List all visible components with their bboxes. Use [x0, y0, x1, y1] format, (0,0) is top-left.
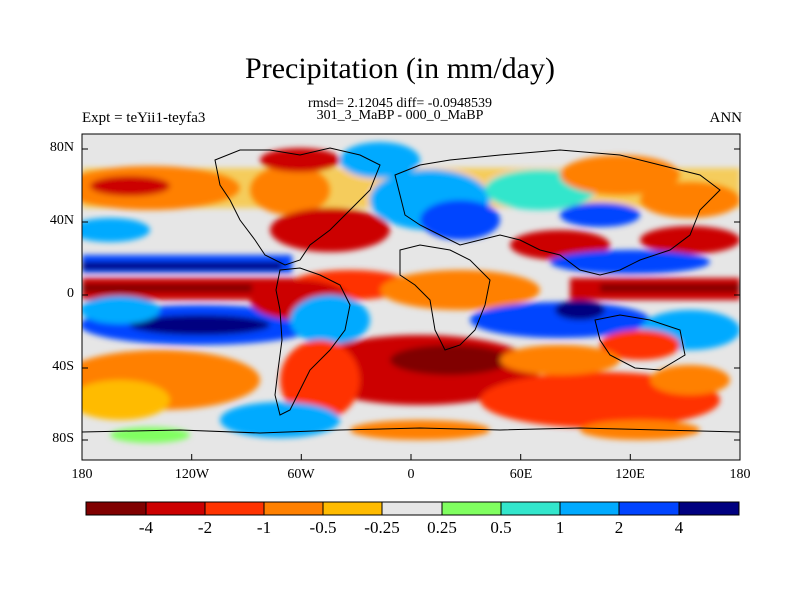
- lon-tick: 60E: [509, 467, 533, 482]
- lon-tick: 60W: [287, 467, 315, 482]
- tick-marks: [81, 148, 741, 460]
- precip-field: [82, 134, 740, 460]
- colorbar-label: 4: [674, 518, 684, 537]
- lon-tick: 120W: [174, 467, 210, 482]
- coastlines: [82, 147, 740, 434]
- colorbar-label: -0.5: [309, 518, 337, 537]
- lat-tick: 80S: [52, 431, 74, 446]
- colorbar-label: 1: [555, 518, 565, 537]
- stats-subtitle: rmsd= 2.12045 diff= -0.0948539: [308, 96, 492, 111]
- colorbar-label: -4: [138, 518, 154, 537]
- colorbar-label: -2: [197, 518, 213, 537]
- lat-tick: 0: [67, 286, 74, 301]
- case-subtitle: 301_3_MaBP - 000_0_MaBP: [316, 108, 484, 123]
- lat-tick: 40N: [49, 213, 74, 228]
- colorbar-label: 2: [614, 518, 624, 537]
- colorbar-label: -0.25: [364, 518, 400, 537]
- season-label: ANN: [709, 110, 743, 126]
- colorbar-label: 0.25: [427, 518, 457, 537]
- experiment-label: Expt = teYii1-teyfa3: [82, 110, 206, 126]
- chart-title: Precipitation (in mm/day): [245, 52, 555, 85]
- colorbar-label: -1: [256, 518, 272, 537]
- lon-tick: 180: [729, 467, 751, 482]
- lat-tick: 40S: [52, 359, 74, 374]
- lat-tick: 80N: [49, 140, 74, 155]
- lon-tick: 0: [407, 467, 415, 482]
- lon-tick: 180: [71, 467, 93, 482]
- colorbar: [85, 501, 740, 516]
- lon-tick: 120E: [615, 467, 645, 482]
- colorbar-label: 0.5: [490, 518, 512, 537]
